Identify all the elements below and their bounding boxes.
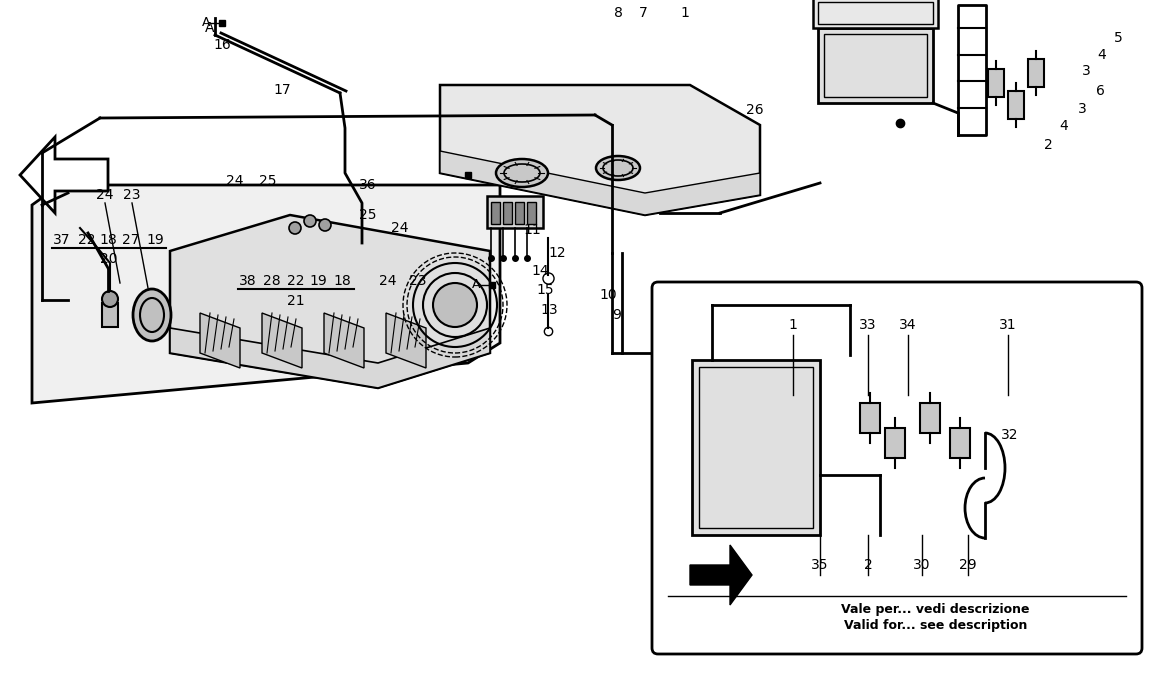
Text: 1: 1 [681, 6, 690, 20]
Text: 18: 18 [334, 274, 351, 288]
Bar [491, 202, 500, 224]
Text: 15: 15 [536, 283, 554, 297]
Bar [1028, 59, 1044, 87]
Circle shape [102, 291, 118, 307]
Ellipse shape [133, 289, 171, 341]
Text: 18: 18 [99, 233, 117, 247]
Bar [950, 428, 969, 458]
Bar [988, 69, 1004, 97]
Text: 32: 32 [1002, 428, 1019, 442]
Polygon shape [262, 313, 302, 368]
Text: 19: 19 [146, 233, 164, 247]
Bar [1009, 91, 1024, 119]
Ellipse shape [496, 159, 549, 187]
Text: Valid for... see description: Valid for... see description [844, 619, 1027, 632]
Text: 24: 24 [227, 174, 244, 188]
Text: 33: 33 [859, 318, 876, 332]
Text: 16: 16 [213, 38, 231, 52]
Bar [813, 0, 938, 28]
Text: 8: 8 [614, 6, 622, 20]
Text: 34: 34 [899, 318, 917, 332]
Bar [818, 28, 933, 103]
Bar [527, 202, 536, 224]
Polygon shape [170, 215, 490, 388]
Text: 10: 10 [599, 288, 616, 302]
Text: 26: 26 [746, 103, 764, 117]
Text: 25: 25 [359, 208, 377, 222]
Bar [825, 34, 927, 97]
Bar [699, 367, 813, 528]
Polygon shape [170, 328, 490, 388]
Text: 35: 35 [811, 558, 829, 572]
Text: A: A [201, 16, 210, 29]
Text: 4: 4 [1059, 119, 1068, 133]
Text: 3: 3 [1078, 102, 1087, 116]
Text: 24: 24 [380, 274, 397, 288]
Text: 22: 22 [78, 233, 95, 247]
Bar [102, 303, 118, 327]
Circle shape [434, 283, 477, 327]
Polygon shape [440, 85, 760, 215]
Polygon shape [32, 185, 500, 403]
Text: 31: 31 [999, 318, 1017, 332]
Text: 37: 37 [53, 233, 71, 247]
Text: A: A [205, 21, 215, 35]
Polygon shape [440, 151, 760, 215]
Text: Vale per... vedi descrizione: Vale per... vedi descrizione [841, 604, 1029, 617]
Text: 28: 28 [263, 274, 281, 288]
Text: 7: 7 [638, 6, 647, 20]
Polygon shape [324, 313, 365, 368]
Circle shape [304, 215, 316, 227]
Text: 6: 6 [1096, 84, 1104, 98]
Bar [886, 428, 905, 458]
Text: 2: 2 [864, 558, 873, 572]
Text: 11: 11 [523, 223, 540, 237]
Text: 1: 1 [789, 318, 797, 332]
Text: 36: 36 [359, 178, 377, 192]
Bar [503, 202, 512, 224]
Text: 24: 24 [97, 188, 114, 202]
Polygon shape [690, 545, 752, 605]
Text: 13: 13 [540, 303, 558, 317]
Bar [920, 403, 940, 433]
Text: 5: 5 [1113, 31, 1122, 45]
Text: 23: 23 [123, 188, 140, 202]
Polygon shape [200, 313, 240, 368]
Text: 4: 4 [1097, 48, 1106, 62]
Circle shape [289, 222, 301, 234]
Text: A: A [472, 279, 481, 292]
Polygon shape [386, 313, 426, 368]
Text: 9: 9 [613, 308, 621, 322]
Circle shape [319, 219, 331, 231]
Bar [860, 403, 880, 433]
Text: 29: 29 [959, 558, 976, 572]
Bar [692, 360, 820, 535]
Bar [486, 196, 543, 228]
Text: 24: 24 [391, 221, 408, 235]
Text: 19: 19 [309, 274, 327, 288]
Text: 30: 30 [913, 558, 930, 572]
Text: 3: 3 [1082, 64, 1090, 78]
Text: 2: 2 [1044, 138, 1052, 152]
Text: 21: 21 [288, 294, 305, 308]
Polygon shape [20, 137, 108, 213]
Bar [515, 202, 524, 224]
Text: 22: 22 [288, 274, 305, 288]
Text: 17: 17 [274, 83, 291, 97]
Text: 20: 20 [100, 252, 117, 266]
FancyBboxPatch shape [652, 282, 1142, 654]
Text: 38: 38 [239, 274, 256, 288]
Text: 23: 23 [409, 274, 427, 288]
Text: 27: 27 [122, 233, 140, 247]
Text: 25: 25 [259, 174, 277, 188]
Ellipse shape [596, 156, 641, 180]
Text: 14: 14 [531, 264, 549, 278]
Text: 12: 12 [549, 246, 566, 260]
Bar [818, 2, 933, 24]
